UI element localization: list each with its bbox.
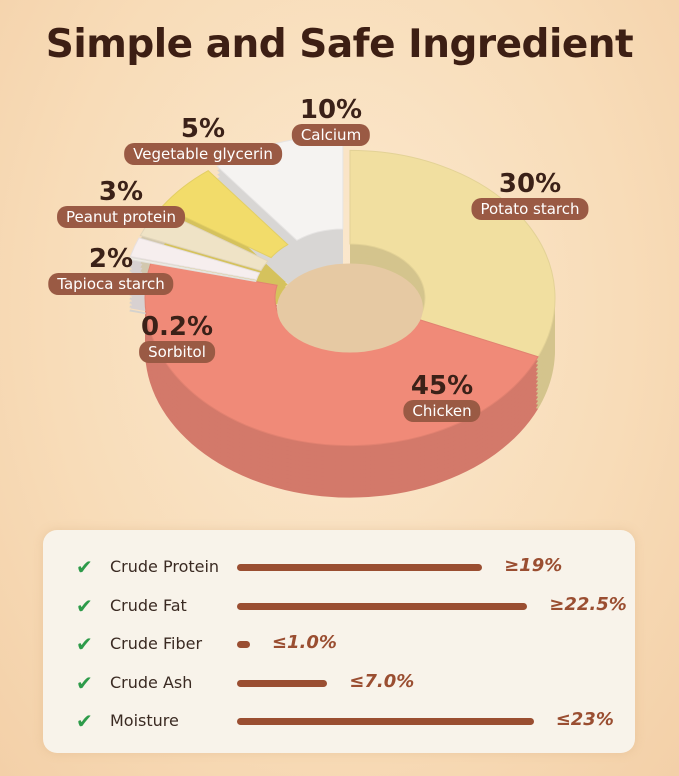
slice-percent: 30% xyxy=(498,169,562,199)
slice-name-tag: Vegetable glycerin xyxy=(124,143,282,165)
slice-label: 10% Calcium xyxy=(291,95,371,146)
nutrient-name: Crude Ash xyxy=(110,672,193,692)
check-icon: ✔ xyxy=(76,593,93,618)
slice-label: 2% Tapioca starch xyxy=(48,244,174,295)
slice-label: 5% Vegetable glycerin xyxy=(124,115,282,165)
donut-hole xyxy=(277,263,423,353)
check-icon: ✔ xyxy=(76,709,93,733)
slice-label: 30% Potato starch xyxy=(471,169,589,220)
nutrition-row: ✔ Crude Fiber ≤1.0% xyxy=(43,632,635,656)
slice-percent: 5% xyxy=(180,114,226,144)
slice-label: 45% Chicken xyxy=(403,371,481,422)
check-icon: ✔ xyxy=(76,670,93,695)
nutrient-name: Moisture xyxy=(110,711,179,730)
nutrient-name: Crude Protein xyxy=(110,557,220,576)
slice-name-tag: Potato starch xyxy=(471,198,589,220)
nutrient-value: ≤23% xyxy=(555,709,614,730)
nutrient-value: ≤1.0% xyxy=(271,632,337,653)
slice-name-tag: Tapioca starch xyxy=(48,273,174,295)
nutrient-name: Crude Fiber xyxy=(110,634,203,653)
slice-percent: 3% xyxy=(98,177,144,207)
nutrition-row: ✔ Crude Fat ≥22.5% xyxy=(43,594,635,618)
slice-percent: 45% xyxy=(410,371,474,401)
slice-name-tag: Calcium xyxy=(291,124,371,146)
nutrient-name: Crude Fat xyxy=(110,595,187,615)
nutrient-bar xyxy=(237,718,534,725)
nutrient-value: ≥19% xyxy=(504,555,563,576)
slice-percent: 2% xyxy=(88,244,134,274)
nutrition-row: ✔ Crude Protein ≥19% xyxy=(43,555,635,579)
page-title: Simple and Safe Ingredient xyxy=(45,22,634,67)
slice-name-tag: Sorbitol xyxy=(139,341,215,363)
nutrient-bar xyxy=(237,641,250,648)
slice-name-tag: Peanut protein xyxy=(57,206,185,228)
check-icon: ✔ xyxy=(76,632,93,656)
check-icon: ✔ xyxy=(76,555,93,579)
slice-name-tag: Chicken xyxy=(403,400,481,422)
slice-label: 3% Peanut protein xyxy=(57,178,185,228)
nutrient-bar xyxy=(237,602,528,610)
nutrient-bar xyxy=(237,564,483,571)
nutrient-bar xyxy=(237,679,328,687)
donut-slice-tapioca-starch xyxy=(129,237,261,281)
slice-percent: 10% xyxy=(299,95,363,125)
slice-label: 0.2% Sorbitol xyxy=(139,313,215,363)
nutrition-row: ✔ Crude Ash ≤7.0% xyxy=(43,671,635,695)
donut-slice-vegetable-glycerin xyxy=(161,170,289,259)
nutrient-value: ≥22.5% xyxy=(549,593,627,615)
nutrition-row: ✔ Moisture ≤23% xyxy=(43,709,635,733)
ingredient-donut-chart xyxy=(128,134,556,498)
donut-slice-sorbitol xyxy=(128,256,257,283)
nutrient-value: ≤7.0% xyxy=(349,670,415,692)
slice-percent: 0.2% xyxy=(140,312,214,342)
nutrition-panel: ✔ Crude Protein ≥19% ✔ Crude Fat ≥22.5% ✔ … xyxy=(43,530,635,753)
